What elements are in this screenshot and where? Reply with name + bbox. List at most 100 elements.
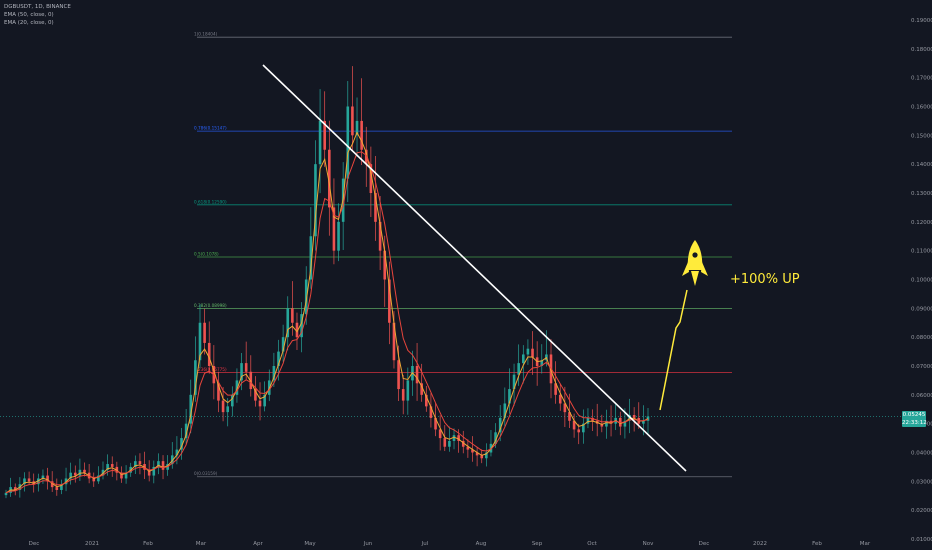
candle-body xyxy=(457,435,460,441)
candle-body xyxy=(572,420,576,430)
fib-level-label: 0.236(0.06775) xyxy=(194,367,227,372)
candle-body xyxy=(291,308,294,323)
candle-body xyxy=(83,469,86,473)
y-tick-label: 0.01000 xyxy=(911,537,932,543)
x-tick-label: Jun xyxy=(363,541,373,547)
candle-body xyxy=(540,360,544,366)
candle-body xyxy=(203,322,206,343)
candle-body xyxy=(235,380,239,395)
candle-body xyxy=(346,106,350,179)
candle-body xyxy=(406,380,410,401)
candle-body xyxy=(277,351,280,366)
candle-body xyxy=(531,348,534,358)
candle-body xyxy=(254,389,257,401)
candle-body xyxy=(106,464,109,470)
x-tick-label: Mar xyxy=(860,541,871,547)
candle-body xyxy=(503,403,507,418)
target-callout: +100% UP xyxy=(730,272,800,287)
y-tick-label: 0.19000 xyxy=(911,18,932,24)
candle-body xyxy=(351,106,354,136)
candle-body xyxy=(378,221,382,251)
candle-body xyxy=(642,420,645,424)
candle-body xyxy=(46,475,49,482)
candle-body xyxy=(466,446,470,450)
candle-body xyxy=(240,363,243,381)
candle-body xyxy=(485,452,488,459)
fib-level-label: 0.382(0.08998) xyxy=(194,303,227,308)
candle-body xyxy=(221,400,225,413)
y-tick-label: 0.13000 xyxy=(911,191,932,197)
candle-body xyxy=(226,406,229,413)
candle-body xyxy=(101,469,105,476)
candle-body xyxy=(175,449,179,456)
projection-arrow xyxy=(659,289,688,411)
y-tick-label: 0.10000 xyxy=(911,278,932,284)
ema20-line xyxy=(5,131,649,494)
candle-body xyxy=(4,492,8,496)
candle-body xyxy=(443,438,447,447)
legend-symbol[interactable]: DGBUSDT, 1D, BINANCE xyxy=(4,4,71,10)
y-tick-label: 0.07000 xyxy=(911,364,932,370)
x-tick-label: Sep xyxy=(532,541,543,547)
current-price-badge: 0.05245 22:33:12 xyxy=(902,410,927,427)
descending-trendline xyxy=(262,64,687,472)
y-tick-label: 0.16000 xyxy=(911,105,932,111)
candle-body xyxy=(198,322,202,361)
candle-body xyxy=(332,207,336,251)
candle-body xyxy=(568,412,571,421)
candle-body xyxy=(147,469,151,476)
candle-body xyxy=(605,420,608,427)
x-tick-label: Aug xyxy=(476,541,487,547)
y-tick-label: 0.11000 xyxy=(911,249,932,255)
candle-body xyxy=(498,417,502,433)
y-tick-label: 0.17000 xyxy=(911,76,932,82)
candle-body xyxy=(97,475,100,482)
candle-body xyxy=(249,371,253,390)
candle-body xyxy=(23,478,26,485)
candle-body xyxy=(314,164,317,237)
candle-body xyxy=(13,487,17,490)
candle-body xyxy=(120,472,123,479)
x-tick-label: Feb xyxy=(812,541,822,547)
candle-body xyxy=(494,432,497,444)
candle-body xyxy=(364,149,368,165)
candle-body xyxy=(73,472,77,476)
candle-body xyxy=(388,279,391,323)
y-tick-label: 0.02000 xyxy=(911,508,932,514)
candle-body xyxy=(461,440,465,447)
candle-body xyxy=(554,383,557,395)
candle-body xyxy=(281,337,285,352)
candle-body xyxy=(318,120,322,165)
candle-body xyxy=(646,416,650,421)
candle-body xyxy=(517,363,520,375)
candle-body xyxy=(438,429,442,439)
candle-body xyxy=(180,438,183,450)
legend-ema20[interactable]: EMA (20, close, 0) xyxy=(4,20,54,26)
candle-body xyxy=(420,383,423,395)
candle-body xyxy=(92,478,96,482)
candle-body xyxy=(577,429,581,433)
legend-ema50[interactable]: EMA (50, close, 0) xyxy=(4,12,54,18)
candle-body xyxy=(448,440,451,447)
x-tick-label: Apr xyxy=(253,541,263,547)
x-tick-label: Dec xyxy=(29,541,40,547)
candle-body xyxy=(27,478,31,482)
x-tick-label: Nov xyxy=(643,541,654,547)
fib-level-label: 0.786(0.15147) xyxy=(194,126,227,131)
candle-body xyxy=(263,394,266,407)
candle-body xyxy=(521,354,525,364)
candle-body xyxy=(471,449,474,453)
candle-body xyxy=(152,466,156,476)
current-price-label: 0.05245 xyxy=(902,411,926,418)
candle-body xyxy=(401,389,405,401)
candle-body xyxy=(558,394,562,404)
y-tick-label: 0.06000 xyxy=(911,393,932,399)
candle-body xyxy=(124,472,128,479)
x-tick-label: May xyxy=(304,541,316,547)
candle-body xyxy=(374,193,377,222)
y-tick-label: 0.04000 xyxy=(911,451,932,457)
candle-body xyxy=(207,342,211,366)
candle-body xyxy=(591,417,594,421)
x-tick-label: Dec xyxy=(699,541,710,547)
